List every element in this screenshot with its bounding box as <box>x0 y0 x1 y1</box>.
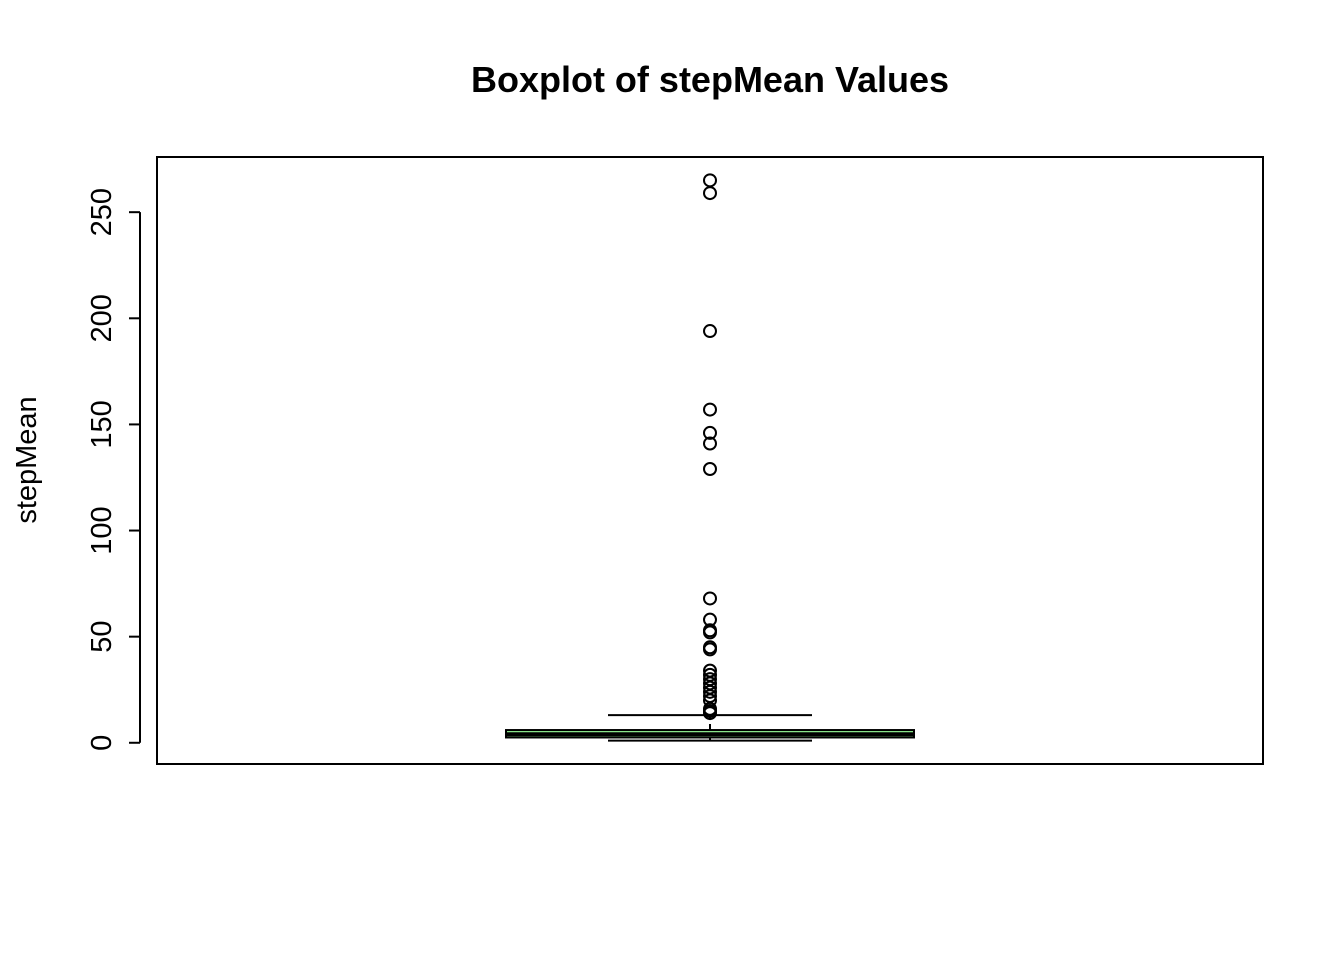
outlier-point <box>703 173 717 188</box>
y-tick-label: 250 <box>86 188 118 236</box>
outlier-points <box>703 173 717 721</box>
plot-frame <box>156 156 1264 765</box>
outlier-point <box>703 436 717 451</box>
y-axis-label: stepMean <box>11 396 43 523</box>
y-axis: 0 50 100 150 200 250 <box>86 188 141 751</box>
outlier-point <box>703 623 717 638</box>
y-tick-label: 150 <box>86 400 118 448</box>
y-tick-label: 100 <box>86 506 118 554</box>
chart-title: Boxplot of stepMean Values <box>471 59 949 100</box>
y-tick-label: 0 <box>86 735 118 751</box>
outlier-point <box>703 425 717 440</box>
outlier-point <box>703 663 717 678</box>
outlier-point <box>703 667 717 682</box>
outlier-point <box>703 461 717 476</box>
outlier-point <box>703 640 717 655</box>
outlier-point <box>703 672 717 687</box>
outlier-point <box>703 591 717 606</box>
y-tick-label: 50 <box>86 621 118 653</box>
outlier-point <box>703 186 717 201</box>
outlier-point <box>703 324 717 339</box>
y-tick-label: 200 <box>86 294 118 342</box>
box-group <box>505 714 915 742</box>
outlier-point <box>703 612 717 627</box>
outlier-point <box>703 402 717 417</box>
